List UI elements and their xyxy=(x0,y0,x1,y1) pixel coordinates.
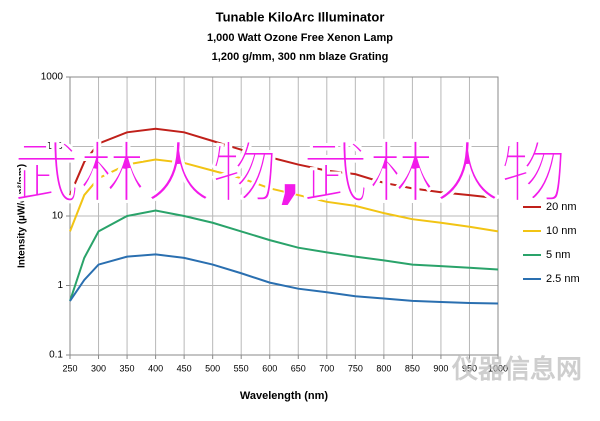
x-tick-label: 850 xyxy=(405,363,420,373)
plot-frame xyxy=(69,76,499,356)
chart-subtitle: 1,200 g/mm, 300 nm blaze Grating xyxy=(212,51,389,63)
legend-label: 5 nm xyxy=(546,249,570,261)
y-axis-label: Intensity (µW/cm²/nm) xyxy=(17,164,28,268)
series-line xyxy=(69,127,499,200)
x-tick-label: 500 xyxy=(205,363,220,373)
overlay-text: 武林人物,武林人物 xyxy=(13,135,567,212)
series-line xyxy=(69,158,499,233)
y-tick-label: 1000 xyxy=(41,72,64,83)
x-tick-label: 950 xyxy=(462,363,477,373)
chart-title: Tunable KiloArc Illuminator xyxy=(216,9,385,24)
y-tick-label: 0.1 xyxy=(49,350,63,361)
x-tick-label: 600 xyxy=(262,363,277,373)
x-tick-label: 900 xyxy=(433,363,448,373)
x-tick-label: 250 xyxy=(62,363,77,373)
x-tick-label: 700 xyxy=(319,363,334,373)
x-tick-label: 400 xyxy=(148,363,163,373)
x-tick-label: 800 xyxy=(376,363,391,373)
legend-label: 2.5 nm xyxy=(546,273,580,285)
x-tick-label: 750 xyxy=(348,363,363,373)
x-tick-label: 550 xyxy=(234,363,249,373)
x-tick-label: 450 xyxy=(177,363,192,373)
legend-label: 20 nm xyxy=(546,201,577,213)
watermark: 仪器信息网 xyxy=(451,355,582,385)
y-tick-label: 100 xyxy=(46,141,63,152)
x-tick-label: 650 xyxy=(291,363,306,373)
series-line xyxy=(69,209,499,302)
x-axis-label: Wavelength (nm) xyxy=(240,390,329,402)
chart-subtitle: 1,000 Watt Ozone Free Xenon Lamp xyxy=(207,32,393,44)
y-tick-label: 10 xyxy=(52,211,64,222)
y-tick-label: 1 xyxy=(57,280,63,291)
x-tick-label: 300 xyxy=(91,363,106,373)
x-tick-label: 350 xyxy=(120,363,135,373)
legend-label: 10 nm xyxy=(546,225,577,237)
x-tick-label: 1000 xyxy=(488,363,508,373)
series-line xyxy=(69,253,499,305)
